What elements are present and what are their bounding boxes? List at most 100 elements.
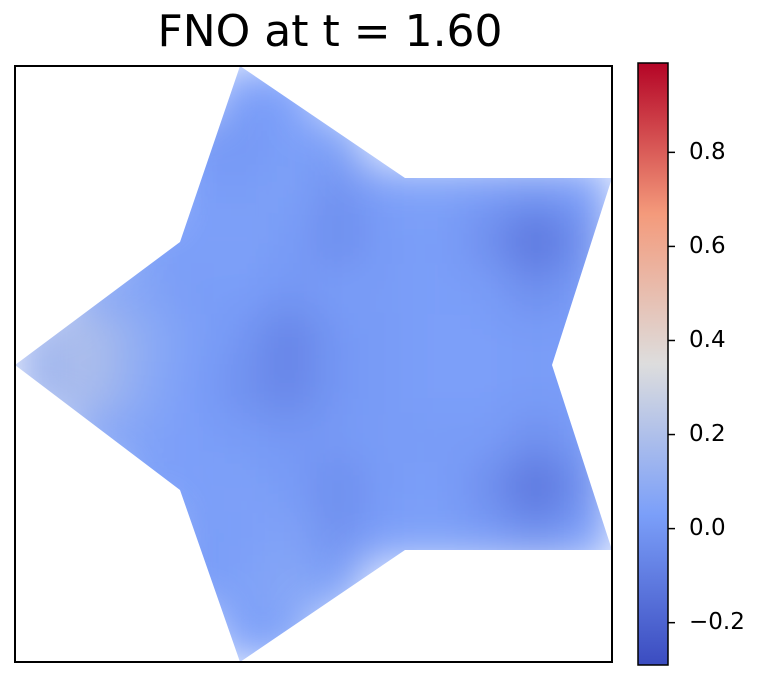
heat-cell — [313, 363, 364, 415]
heat-cell — [362, 164, 414, 216]
heat-cell — [163, 562, 215, 613]
heat-cell — [114, 363, 165, 415]
heat-cell — [512, 264, 563, 315]
heat-cell — [114, 462, 165, 514]
heat-cell — [213, 462, 265, 514]
heat-cell — [362, 214, 414, 266]
heat-cell — [362, 264, 414, 315]
heat-cell — [561, 512, 612, 564]
heat-cell — [362, 512, 414, 564]
heat-cell — [462, 512, 513, 564]
heat-cell — [213, 313, 265, 365]
heat-cell — [263, 66, 314, 117]
colorbar-tick-label: −0.2 — [689, 609, 745, 635]
heat-cell — [213, 164, 265, 216]
heat-cell — [114, 214, 165, 266]
heat-cell — [412, 413, 464, 464]
heat-cell — [263, 611, 314, 662]
heat-cell — [462, 264, 513, 315]
heat-cell — [313, 512, 364, 564]
heat-cell — [561, 313, 612, 365]
field — [15, 66, 612, 662]
field-cells — [15, 66, 612, 662]
heat-cell — [15, 313, 66, 365]
heat-cell — [313, 562, 364, 613]
heat-cell — [263, 462, 314, 514]
heat-cell — [561, 462, 612, 514]
heat-cell — [213, 611, 265, 662]
heat-cell — [561, 264, 612, 315]
heat-cell — [114, 413, 165, 464]
heat-cell — [412, 462, 464, 514]
heat-cell — [412, 363, 464, 415]
heat-cell — [263, 512, 314, 564]
heat-cell — [64, 264, 115, 315]
heat-cell — [462, 363, 513, 415]
heat-cell — [213, 214, 265, 266]
heat-cell — [512, 512, 563, 564]
heat-cell — [512, 214, 563, 266]
colorbar-tick-label: 0.0 — [689, 515, 726, 541]
heat-cell — [313, 413, 364, 464]
heat-cell — [512, 462, 563, 514]
heat-cell — [462, 413, 513, 464]
colorbar-ticks: −0.2 0.0 0.2 0.4 0.6 0.8 — [668, 139, 745, 635]
heat-cell — [213, 66, 265, 117]
heat-cell — [263, 164, 314, 216]
heat-cell — [412, 214, 464, 266]
heat-cell — [163, 363, 215, 415]
heat-cell — [263, 214, 314, 266]
heat-cell — [313, 214, 364, 266]
chart-title: FNO at t = 1.60 — [157, 6, 502, 57]
heat-cell — [313, 462, 364, 514]
heat-cell — [64, 313, 115, 365]
heat-cell — [313, 313, 364, 365]
heat-cell — [462, 214, 513, 266]
colorbar-tick-label: 0.6 — [689, 233, 726, 259]
colorbar-tick-label: 0.2 — [689, 421, 726, 447]
heat-cell — [462, 313, 513, 365]
heat-cell — [213, 562, 265, 613]
heat-cell — [163, 462, 215, 514]
heat-cell — [561, 164, 612, 216]
heat-cell — [512, 413, 563, 464]
heat-cell — [15, 363, 66, 415]
heat-cell — [462, 164, 513, 216]
heat-cell — [163, 264, 215, 315]
heat-cell — [512, 313, 563, 365]
heat-cell — [362, 413, 414, 464]
heat-cell — [163, 313, 215, 365]
heat-cell — [561, 363, 612, 415]
heat-cell — [263, 313, 314, 365]
heat-cell — [512, 363, 563, 415]
heat-cell — [561, 413, 612, 464]
heat-cell — [362, 313, 414, 365]
heat-cell — [313, 264, 364, 315]
heat-cell — [213, 413, 265, 464]
heat-cell — [213, 363, 265, 415]
heat-cell — [213, 512, 265, 564]
heat-cell — [412, 313, 464, 365]
heat-cell — [263, 562, 314, 613]
heat-cell — [313, 115, 364, 166]
heat-cell — [263, 115, 314, 166]
heat-cell — [213, 264, 265, 315]
colorbar-tick-label: 0.4 — [689, 327, 726, 353]
heat-cell — [64, 413, 115, 464]
heat-cell — [114, 264, 165, 315]
heat-cell — [313, 164, 364, 216]
heat-cell — [163, 413, 215, 464]
heat-cell — [263, 413, 314, 464]
heat-cell — [561, 214, 612, 266]
heat-cell — [412, 512, 464, 564]
heat-cell — [64, 363, 115, 415]
heat-cell — [213, 115, 265, 166]
heat-cell — [114, 313, 165, 365]
heat-cell — [263, 363, 314, 415]
heat-cell — [462, 462, 513, 514]
heat-cell — [263, 264, 314, 315]
heat-cell — [412, 164, 464, 216]
colorbar — [637, 62, 669, 666]
heat-cell — [163, 164, 215, 216]
